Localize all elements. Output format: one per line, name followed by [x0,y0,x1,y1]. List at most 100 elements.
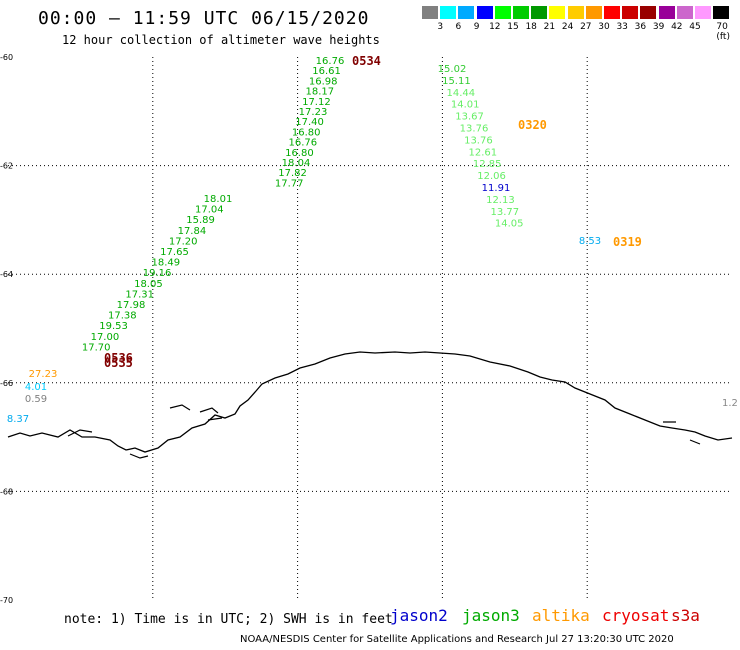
colorbar-label: 3 [437,22,444,32]
footer-credit: NOAA/NESDIS Center for Satellite Applica… [240,634,674,645]
colorbar-swatch [440,6,457,19]
swh-value: 13.76 [464,135,493,146]
colorbar-label: 42 [671,22,683,32]
swh-value: 4.01 [25,382,47,393]
colorbar-swatch [585,6,602,19]
swh-value: 16.76 [316,56,345,67]
swh-value: 17.40 [295,117,324,128]
map-title: 00:00 – 11:59 UTC 06/15/2020 [38,8,370,29]
swh-value: 17.23 [299,107,328,118]
swh-value: 12.06 [477,171,506,182]
colorbar-label: 70 (ft) [716,22,730,42]
colorbar-swatch [422,6,438,19]
swh-value: 16.80 [292,127,321,138]
swh-value: 17.12 [302,97,331,108]
colorbar-swatch [549,6,566,19]
colorbar-label: 24 [561,22,574,32]
y-tick-label: -62 [0,162,13,171]
swh-value: 18.49 [151,258,180,269]
altimeter-map: 454851545760-60-62-64-66-68-70 16.7616.6… [0,53,733,605]
swh-value: 13.77 [490,207,519,218]
y-tick-label: -70 [0,596,13,605]
swh-value: 18.04 [282,158,311,169]
pass-time-label: 0536 [104,351,133,365]
swh-value: 17.20 [169,236,198,247]
colorbar-label: 33 [616,22,628,32]
swh-value: 17.84 [178,226,207,237]
swh-value: 0.59 [25,394,47,405]
colorbar-swatch [622,6,639,19]
swh-value: 16.98 [309,76,338,87]
swh-value: 17.98 [117,300,146,311]
map-subtitle: 12 hour collection of altimeter wave hei… [62,33,380,47]
swh-value: 14.05 [495,219,524,230]
colorbar-swatch [476,6,493,19]
colorbar-swatch [494,6,511,19]
colorbar-swatch [458,6,475,19]
colorbar-swatch [604,6,620,19]
swh-value: 19.53 [99,321,128,332]
pass-time-label: 0534 [352,54,381,68]
satellite-legend-item: cryosat [602,606,670,625]
colorbar-swatch [513,6,529,19]
colorbar-label: 30 [598,22,610,32]
satellite-legend-item: jason2 [390,606,448,625]
swh-value: 17.65 [160,247,189,258]
colorbar-label: 27 [580,22,592,32]
swh-value: 17.77 [275,178,304,189]
swh-value: 14.01 [451,100,480,111]
swh-value: 14.44 [446,88,475,99]
y-tick-label: -68 [0,487,13,496]
colorbar-label: 18 [525,22,537,32]
swh-value: 16.61 [312,66,341,77]
colorbar-swatch [695,6,711,19]
swh-value: 17.00 [91,332,120,343]
note-text: note: 1) Time is in UTC; 2) SWH is in fe… [64,612,393,627]
swh-value: 12.85 [473,159,502,170]
swh-value: 8.53 [579,236,601,247]
colorbar-swatch [658,6,675,19]
pass-time-label: 0535 [104,356,133,370]
swh-value: 27.23 [29,369,58,380]
swh-value: 12.13 [486,195,515,206]
pass-time-label: 0320 [518,118,547,132]
colorbar-label: 15 [507,22,519,32]
swh-value: 13.76 [460,124,489,135]
swh-value: 17.04 [195,205,224,216]
edge-value-label: 1.2 [722,398,738,409]
colorbar-label: 36 [634,22,647,32]
altimeter-tracks: 16.7616.6116.9818.1717.1217.2317.4016.80… [7,54,642,425]
y-tick-label: -66 [0,379,13,388]
grid-lines [8,57,732,600]
colorbar-label: 12 [489,22,501,32]
swh-value: 12.61 [468,147,497,158]
colorbar-label: 45 [689,22,701,32]
swh-value: 15.11 [442,76,471,87]
swh-value: 19.16 [143,268,172,279]
colorbar-swatch [713,6,730,19]
colorbar-label: 21 [543,22,556,32]
swh-value: 15.02 [438,64,467,75]
colorbar-label: 9 [473,22,480,32]
colorbar-label: 6 [455,22,462,32]
colorbar-swatch [531,6,548,19]
swh-value: 15.89 [186,215,215,226]
swh-value: 18.01 [204,194,233,205]
swh-value: 18.17 [305,87,334,98]
colorbar-swatch [640,6,657,19]
coastline [7,351,733,453]
colorbar-swatch [567,6,584,19]
swh-value: 16.80 [285,148,314,159]
swh-value: 17.82 [278,168,307,179]
swh-value: 17.70 [82,342,111,353]
colorbar-swatch [676,6,693,19]
swh-value: 17.31 [125,289,154,300]
swh-value: 8.37 [7,414,29,425]
satellite-legend-item: jason3 [462,606,520,625]
pass-time-label: 0319 [613,235,642,249]
axis-ticks: 454851545760-60-62-64-66-68-70 [0,53,13,605]
y-tick-label: -60 [0,53,13,62]
swh-value: 18.05 [134,279,163,290]
swh-value: 16.76 [288,138,317,149]
swh-value: 17.38 [108,311,137,322]
